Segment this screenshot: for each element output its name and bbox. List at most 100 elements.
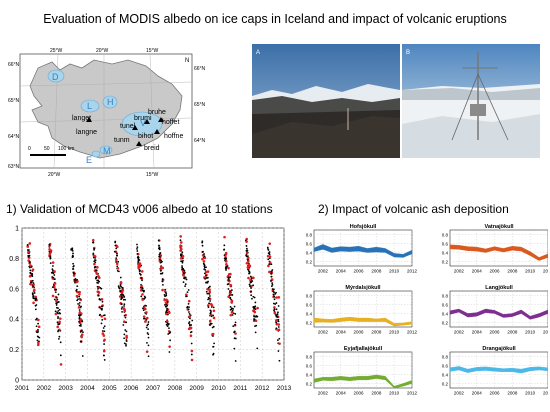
station-point [31, 274, 33, 277]
station-marker [158, 117, 164, 122]
station-point [114, 241, 117, 244]
station-point [276, 339, 279, 342]
y-tick-label: 1 [15, 226, 19, 233]
station-point [207, 298, 209, 301]
y-tick-label: 0.8 [9, 256, 19, 263]
station-point [245, 245, 248, 247]
x-tick-label: 2010 [389, 330, 400, 335]
modis-point [80, 333, 84, 336]
station-point [255, 315, 258, 317]
modis-point [277, 323, 281, 326]
modis-point [252, 276, 255, 280]
x-tick-label: 2006 [490, 330, 501, 335]
x-tick-label: 2006 [124, 385, 139, 392]
modis-point [247, 276, 250, 280]
station-point [277, 320, 280, 323]
station-point [79, 298, 81, 300]
station-point [270, 279, 272, 282]
modis-point [268, 261, 272, 264]
myrdalsjokull-cap [99, 145, 113, 155]
station-point [122, 293, 125, 296]
x-tick-label: 2004 [336, 330, 347, 335]
modis-point [51, 294, 55, 298]
station-point [75, 289, 78, 292]
station-point [92, 256, 95, 259]
scale-label: 100 km [58, 146, 74, 152]
modis-point [273, 311, 277, 315]
station-point [144, 317, 146, 320]
station-point [141, 279, 143, 282]
station-point [182, 281, 185, 284]
modis-point [37, 318, 40, 322]
station-point [37, 322, 39, 325]
modis-point [96, 266, 99, 269]
station-point [34, 297, 37, 300]
station-point [81, 320, 84, 323]
station-point [123, 296, 126, 298]
modis-point [103, 338, 106, 342]
modis-point [277, 296, 281, 299]
lon-label: 20°W [48, 172, 61, 178]
modis-point [168, 345, 171, 348]
station-point [32, 297, 35, 300]
station-label: tunm [114, 137, 130, 144]
modis-point [34, 295, 38, 299]
albedo-band [449, 366, 548, 374]
station-point [187, 289, 190, 291]
scale-label: 50 [44, 146, 50, 152]
ice-cap-letter: D [52, 72, 59, 82]
station-point [191, 319, 194, 322]
station-point [92, 252, 95, 255]
modis-point [145, 311, 148, 314]
station-point [125, 321, 128, 324]
station-point [180, 260, 182, 263]
modis-point [55, 299, 58, 303]
station-point [123, 303, 126, 306]
station-point [119, 290, 122, 292]
y-tick-label: 0.8 [306, 233, 313, 238]
modis-point [203, 256, 207, 260]
modis-point [266, 254, 270, 258]
station-point [123, 333, 126, 336]
station-point [230, 307, 233, 310]
y-tick-label: 0.4 [306, 373, 313, 378]
scale-label: 0 [28, 146, 31, 152]
station-point [117, 260, 120, 263]
station-point [100, 322, 103, 325]
station-point [270, 285, 273, 288]
station-point [35, 304, 38, 306]
modis-point [75, 280, 78, 284]
modis-point [27, 250, 30, 254]
station-point [54, 310, 57, 313]
station-point [223, 254, 226, 257]
station-point [166, 304, 169, 307]
station-point [138, 259, 141, 261]
modis-point [161, 288, 164, 292]
modis-point [56, 325, 59, 329]
modis-point [227, 273, 231, 276]
modis-point [52, 285, 56, 289]
station-point [101, 330, 104, 332]
langjokull-cap [80, 99, 100, 113]
data-points [26, 235, 281, 366]
modis-point [122, 320, 126, 324]
modis-point [103, 317, 107, 321]
station-point [271, 283, 274, 286]
station-point [140, 277, 143, 280]
modis-point [181, 254, 185, 258]
station-point [274, 293, 277, 295]
panel-title: Eyjafjallajökull [344, 346, 383, 352]
modis-point [51, 261, 55, 264]
modis-point [212, 316, 216, 320]
station-point [167, 333, 170, 335]
lat-label: 65°N [8, 98, 20, 104]
station-point [121, 286, 124, 289]
station-point [234, 360, 237, 362]
station-point [119, 285, 122, 287]
ice-cap-panel: 0.2 0.4 0.6 0.8 2002 2004 2006 2008 2010 2012 Dran… [442, 346, 548, 396]
station-point [136, 252, 139, 255]
station-point [253, 318, 255, 320]
station-point [125, 330, 128, 333]
station-point [27, 256, 30, 258]
station-point [224, 267, 227, 269]
